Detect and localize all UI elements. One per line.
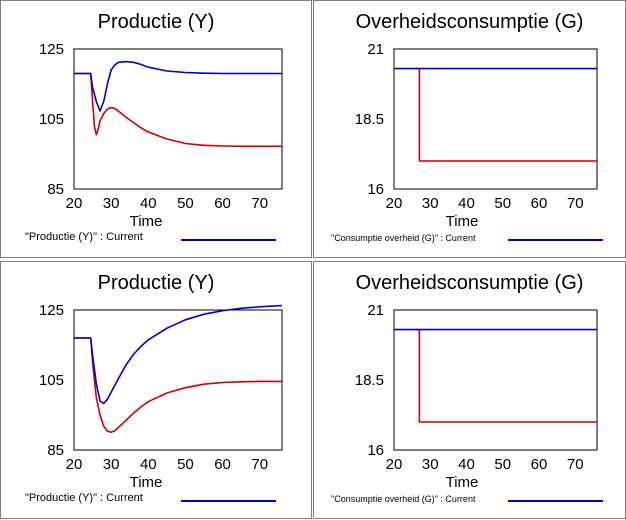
x-tick-label: 70 — [251, 456, 268, 473]
x-tick-label: 30 — [103, 195, 120, 212]
x-tick-label: 60 — [214, 195, 231, 212]
plot-frame — [73, 309, 283, 451]
series-line-current — [74, 60, 282, 112]
x-tick-label: 60 — [531, 456, 548, 473]
x-axis-label: Time — [446, 213, 479, 230]
x-tick-label: 40 — [458, 195, 475, 212]
x-tick-label: 70 — [567, 456, 584, 473]
productie-chart-top: Productie (Y) 125 105 85 20 30 40 50 60 70 Time "… — [0, 0, 312, 258]
x-tick-label: 30 — [103, 456, 120, 473]
legend-swatch — [508, 500, 603, 502]
x-tick-label: 30 — [422, 456, 439, 473]
overheidsconsumptie-chart-bottom: Overheidsconsumptie (G) 21 18.5 16 20 30 40 50… — [313, 261, 626, 519]
x-tick-label: 60 — [214, 456, 231, 473]
x-tick-label: 40 — [140, 456, 157, 473]
x-axis-label: Time — [130, 474, 163, 491]
y-tick-label: 85 — [47, 442, 64, 459]
chart-title: Overheidsconsumptie (G) — [355, 11, 584, 33]
plot-frame — [73, 48, 283, 190]
legend-swatch — [508, 239, 603, 241]
plot-frame — [393, 309, 598, 451]
chart-title: Productie (Y) — [97, 272, 215, 294]
y-tick-label: 16 — [367, 181, 384, 198]
x-tick-label: 20 — [66, 456, 83, 473]
legend: "Productie (Y)" : Current — [1, 231, 311, 247]
plot-frame — [393, 48, 598, 190]
legend: "Consumptie overheid (G)" : Current — [314, 492, 625, 508]
chart-title: Overheidsconsumptie (G) — [355, 272, 584, 294]
series-line-comparison — [74, 337, 282, 433]
productie-chart-bottom: Productie (Y) 125 105 85 20 30 40 50 60 70 Time "… — [0, 261, 312, 519]
x-tick-label: 40 — [140, 195, 157, 212]
y-tick-label: 21 — [367, 41, 384, 58]
chart-title: Productie (Y) — [97, 11, 215, 33]
y-tick-label: 18.5 — [355, 111, 384, 128]
x-tick-label: 30 — [422, 195, 439, 212]
legend-swatch — [181, 239, 276, 241]
legend-label: "Consumptie overheid (G)" : Current — [331, 494, 476, 504]
x-tick-label: 40 — [458, 456, 475, 473]
x-axis-label: Time — [130, 213, 163, 230]
series-line-current — [74, 304, 283, 405]
y-tick-label: 105 — [39, 111, 64, 128]
x-tick-label: 60 — [531, 195, 548, 212]
legend: "Consumptie overheid (G)" : Current — [314, 231, 625, 247]
x-tick-label: 50 — [494, 195, 511, 212]
series-line-comparison — [74, 72, 282, 148]
legend-label: "Productie (Y)" : Current — [25, 231, 143, 243]
x-tick-label: 70 — [567, 195, 584, 212]
overheidsconsumptie-chart-top: Overheidsconsumptie (G) 21 18.5 16 20 30 40 50… — [313, 0, 626, 258]
x-tick-label: 20 — [386, 456, 403, 473]
y-tick-label: 125 — [39, 302, 64, 319]
x-tick-label: 50 — [177, 456, 194, 473]
legend-label: "Consumptie overheid (G)" : Current — [331, 233, 476, 243]
legend-label: "Productie (Y)" : Current — [25, 492, 143, 504]
legend-swatch — [181, 500, 276, 502]
y-tick-label: 105 — [39, 372, 64, 389]
y-tick-label: 125 — [39, 41, 64, 58]
x-tick-label: 20 — [66, 195, 83, 212]
x-tick-label: 50 — [494, 456, 511, 473]
x-tick-label: 50 — [177, 195, 194, 212]
x-tick-label: 20 — [386, 195, 403, 212]
legend: "Productie (Y)" : Current — [1, 492, 311, 508]
x-tick-label: 70 — [251, 195, 268, 212]
x-axis-label: Time — [446, 474, 479, 491]
y-tick-label: 85 — [47, 181, 64, 198]
y-tick-label: 18.5 — [355, 372, 384, 389]
y-tick-label: 21 — [367, 302, 384, 319]
y-tick-label: 16 — [367, 442, 384, 459]
